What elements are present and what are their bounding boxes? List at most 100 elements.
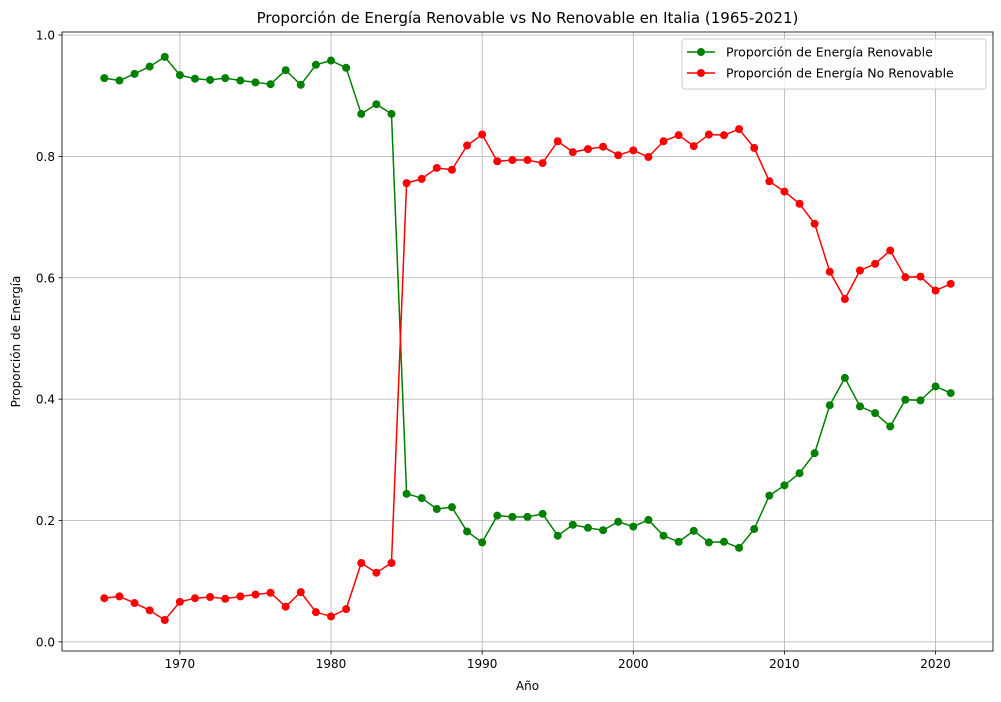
data-point-renovable (674, 537, 683, 546)
data-point-renovable (100, 74, 109, 83)
data-point-renovable (750, 525, 759, 534)
data-point-no-renovable (342, 605, 351, 614)
data-point-no-renovable (538, 159, 547, 168)
data-point-renovable (644, 515, 653, 524)
data-point-no-renovable (251, 590, 260, 599)
data-point-renovable (856, 402, 864, 411)
data-point-renovable (901, 395, 910, 404)
data-point-no-renovable (311, 608, 320, 617)
data-point-no-renovable (886, 246, 895, 255)
data-point-no-renovable (674, 131, 683, 140)
y-tick-label: 1.0 (36, 29, 55, 43)
x-tick-label: 2020 (920, 657, 951, 671)
data-point-renovable (931, 382, 940, 391)
data-point-renovable (704, 538, 713, 547)
data-point-no-renovable (372, 568, 381, 577)
data-point-no-renovable (780, 187, 789, 196)
y-axis-ticks: 0.0 0.2 0.4 0.6 0.8 1.0 (36, 29, 62, 649)
data-point-no-renovable (387, 559, 396, 567)
data-point-no-renovable (583, 145, 592, 154)
data-point-no-renovable (871, 259, 880, 268)
data-point-no-renovable (689, 142, 698, 151)
x-tick-label: 1990 (467, 657, 498, 671)
data-point-renovable (735, 543, 744, 552)
data-point-no-renovable (463, 141, 472, 150)
data-point-renovable (523, 512, 532, 521)
data-point-no-renovable (629, 146, 638, 155)
x-tick-label: 2010 (769, 657, 800, 671)
data-point-no-renovable (175, 597, 184, 606)
data-point-no-renovable (916, 272, 925, 281)
data-point-renovable (659, 531, 668, 540)
data-point-renovable (795, 469, 804, 478)
data-point-renovable (614, 517, 623, 526)
legend-box (681, 38, 987, 90)
legend-marker-no-renovable (697, 69, 705, 77)
data-point-no-renovable (145, 606, 154, 615)
data-point-renovable (765, 491, 774, 500)
data-point-renovable (599, 526, 608, 535)
x-axis-ticks: 1970 1980 1990 2000 2010 2020 (165, 651, 951, 671)
data-point-no-renovable (659, 137, 668, 146)
y-tick-label: 0.6 (36, 271, 55, 285)
data-point-renovable (357, 109, 366, 118)
data-point-renovable (327, 56, 336, 65)
data-point-no-renovable (735, 125, 744, 134)
data-point-renovable (266, 80, 275, 89)
data-point-no-renovable (160, 616, 169, 625)
series-no-renovable (100, 125, 955, 625)
data-point-no-renovable (236, 592, 245, 601)
data-point-renovable (372, 100, 381, 109)
data-point-no-renovable (402, 179, 411, 188)
data-point-renovable (296, 80, 305, 89)
data-point-renovable (916, 396, 925, 405)
data-point-renovable (447, 503, 456, 512)
legend-marker-renovable (697, 48, 705, 56)
data-point-renovable (342, 63, 351, 72)
data-point-renovable (311, 60, 320, 69)
data-point-no-renovable (191, 594, 199, 603)
data-point-no-renovable (644, 153, 653, 162)
data-point-no-renovable (856, 266, 864, 275)
data-point-renovable (160, 52, 169, 61)
data-point-no-renovable (568, 148, 577, 157)
data-point-no-renovable (493, 157, 502, 166)
data-point-renovable (115, 76, 124, 85)
data-point-renovable (417, 494, 426, 503)
data-point-no-renovable (206, 592, 215, 601)
data-point-renovable (780, 481, 789, 490)
data-point-no-renovable (130, 599, 139, 608)
data-point-renovable (689, 526, 698, 535)
data-point-renovable (145, 62, 154, 71)
data-point-no-renovable (765, 177, 774, 186)
data-point-no-renovable (750, 143, 759, 152)
data-point-no-renovable (614, 151, 623, 160)
data-point-renovable (719, 537, 728, 546)
data-point-renovable (402, 489, 411, 498)
data-point-renovable (387, 109, 396, 118)
data-point-no-renovable (432, 163, 441, 172)
data-point-renovable (886, 422, 895, 431)
data-point-renovable (478, 538, 487, 547)
legend-label-no-renovable: Proporción de Energía No Renovable (726, 66, 954, 81)
data-point-no-renovable (417, 174, 426, 183)
data-point-no-renovable (115, 592, 124, 601)
data-point-no-renovable (523, 156, 532, 165)
data-point-no-renovable (508, 156, 517, 165)
data-point-no-renovable (553, 137, 562, 146)
data-point-renovable (629, 522, 638, 531)
x-tick-label: 1980 (316, 657, 347, 671)
x-tick-label: 2000 (618, 657, 649, 671)
data-point-renovable (840, 373, 849, 382)
data-point-renovable (553, 531, 562, 540)
x-axis-label: Año (516, 679, 539, 693)
y-tick-label: 0.2 (36, 514, 55, 528)
data-point-renovable (508, 512, 517, 521)
data-point-renovable (236, 76, 245, 85)
data-point-renovable (568, 520, 577, 529)
data-point-no-renovable (221, 594, 230, 603)
data-point-no-renovable (599, 142, 608, 151)
x-tick-label: 1970 (165, 657, 196, 671)
